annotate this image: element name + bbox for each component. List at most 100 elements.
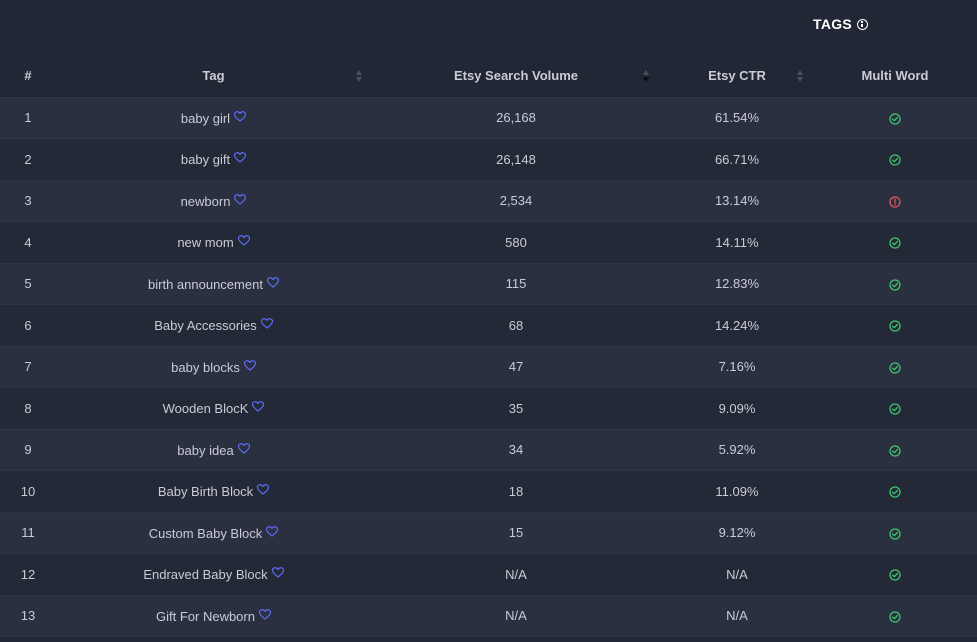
search-volume-cell: 35 [508,400,524,416]
tag-label: baby idea [177,442,234,458]
rank-cell: 4 [24,234,32,250]
heart-icon[interactable] [234,193,247,205]
search-volume-cell: 2,534 [499,193,533,209]
tag-cell: birth announcement [56,263,371,305]
check-circle-icon [889,403,901,415]
ctr-cell: 13.14% [714,193,760,209]
rank-cell: 9 [24,442,32,458]
ctr-cell: 12.83% [714,276,760,292]
heart-icon[interactable] [258,608,272,620]
column-header-multi-word: Multi Word [813,55,977,98]
heart-icon[interactable] [243,359,256,371]
check-circle-icon [889,320,901,332]
tag-label: baby gift [180,152,231,168]
table-row: 3 newborn 2,534 13.14% [0,180,977,222]
check-circle-icon [889,528,901,540]
multi-word-cell [813,263,977,305]
tag-cell: Endraved Baby Block [56,554,371,596]
heart-icon[interactable] [271,566,284,578]
tag-label: Wooden BlocK [162,401,249,417]
column-header-volume[interactable]: Etsy Search Volume [371,55,661,98]
check-circle-icon [889,154,901,166]
info-icon[interactable] [857,18,869,30]
check-circle-icon [889,113,901,125]
check-circle-icon [889,611,901,623]
ctr-cell: 5.92% [718,442,756,458]
heart-icon[interactable] [233,151,247,163]
table-row: 1 baby girl 26,168 61.54% [0,97,977,139]
sort-icon[interactable] [356,70,363,82]
multi-word-cell [813,471,977,513]
search-volume-cell: 15 [508,525,524,541]
multi-word-cell [813,429,977,471]
check-circle-icon [889,445,901,457]
search-volume-cell: 26,168 [496,110,536,126]
search-volume-cell: 580 [505,234,527,250]
tag-cell: baby blocks [56,346,371,388]
table-row: 12 Endraved Baby Block N/A N/A [0,553,977,596]
table-row: 7 baby blocks 47 7.16% [0,346,977,388]
multi-word-cell [813,512,977,554]
column-label-multi-word: Multi Word [861,68,929,84]
table-row: 8 Wooden BlocK 35 9.09% [0,387,977,429]
tag-cell: Custom Baby Block [56,512,371,554]
sort-descending-icon[interactable] [643,70,650,82]
panel-title: TAGS [813,16,869,32]
heart-icon[interactable] [237,442,250,454]
tag-label: Baby Birth Block [157,484,254,500]
heart-icon[interactable] [233,110,247,122]
multi-word-cell [813,346,977,388]
rank-cell: 2 [24,151,32,167]
rank-cell: 5 [24,276,32,292]
heart-icon[interactable] [266,276,280,288]
tag-label: Custom Baby Block [148,525,263,541]
ctr-cell: 66.71% [714,151,760,167]
column-label-rank: # [24,68,32,84]
rank-cell: 6 [24,317,32,333]
tag-label: newborn [180,193,231,209]
heart-icon[interactable] [237,234,250,246]
check-circle-icon [889,486,901,498]
ctr-cell: 14.11% [715,234,759,250]
search-volume-cell: 26,148 [496,151,536,167]
search-volume-cell: 115 [505,276,527,292]
rank-cell: 11 [21,525,35,541]
search-volume-cell: N/A [505,566,527,582]
multi-word-cell [813,139,977,181]
column-header-tag[interactable]: Tag [56,55,371,98]
tag-label: birth announcement [148,276,263,292]
ctr-cell: N/A [726,566,748,582]
heart-icon[interactable] [260,317,273,329]
multi-word-cell [813,222,977,264]
tags-table: # Tag Etsy Search Volume Etsy CTR Multi … [0,55,977,637]
table-header-row: # Tag Etsy Search Volume Etsy CTR Multi … [0,55,977,98]
multi-word-cell [813,595,977,637]
tag-label: Endraved Baby Block [143,567,268,583]
table-row: 4 new mom 580 14.11% [0,221,977,264]
table-body: 1 baby girl 26,168 61.54% 2 baby gift 26,148 66… [0,97,977,637]
sort-icon[interactable] [797,70,804,82]
tag-cell: Baby Accessories [56,305,371,347]
search-volume-cell: 47 [508,359,524,375]
warning-icon [889,196,901,208]
column-header-ctr[interactable]: Etsy CTR [661,55,813,98]
ctr-cell: 9.09% [718,400,756,416]
tag-cell: Gift For Newborn [56,595,371,637]
rank-cell: 7 [24,359,32,375]
multi-word-cell [813,554,977,596]
check-circle-icon [889,569,901,581]
heart-icon[interactable] [252,400,265,412]
table-row: 13 Gift For Newborn N/A N/A [0,595,977,637]
heart-icon[interactable] [257,483,270,495]
check-circle-icon [889,237,901,249]
table-row: 10 Baby Birth Block 18 11.09% [0,470,977,513]
multi-word-cell [813,180,977,222]
ctr-cell: 11.09% [715,483,759,499]
rank-cell: 12 [20,566,36,582]
tag-cell: Baby Birth Block [56,471,371,513]
multi-word-cell [813,305,977,347]
panel-title-text: TAGS [813,16,853,32]
heart-icon[interactable] [266,525,279,537]
column-label-tag: Tag [202,68,225,84]
rank-cell: 1 [24,110,32,126]
